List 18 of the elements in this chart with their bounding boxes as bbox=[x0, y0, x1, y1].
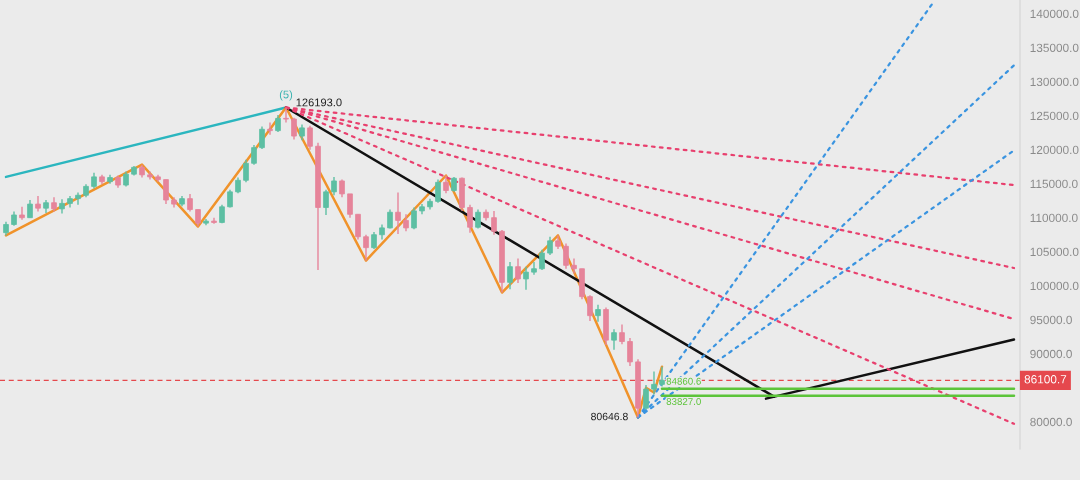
y-tick-label: 95000.0 bbox=[1030, 315, 1072, 325]
y-tick-label: 105000.0 bbox=[1030, 247, 1079, 257]
y-tick-label: 115000.0 bbox=[1030, 179, 1078, 189]
data-label: 83827.0 bbox=[666, 398, 701, 405]
y-tick-label: 100000.0 bbox=[1030, 281, 1079, 291]
y-tick-label: 135000.0 bbox=[1030, 43, 1079, 53]
y-tick-label: 140000.0 bbox=[1030, 9, 1079, 18]
y-tick-label: 130000.0 bbox=[1030, 77, 1079, 87]
ref-line-label: 86100.7 bbox=[1024, 375, 1067, 384]
annotation: (5) bbox=[279, 90, 293, 101]
y-tick-label: 125000.0 bbox=[1030, 111, 1079, 121]
data-label: 80646.8 bbox=[591, 412, 628, 421]
y-tick-label: 80000.0 bbox=[1030, 417, 1072, 427]
y-tick-label: 110000.0 bbox=[1030, 213, 1078, 223]
data-label: 126193.0 bbox=[296, 98, 342, 107]
y-tick-label: 90000.0 bbox=[1030, 349, 1072, 359]
y-tick-label: 120000.0 bbox=[1030, 145, 1079, 155]
data-label: 84860.6 bbox=[666, 377, 701, 385]
